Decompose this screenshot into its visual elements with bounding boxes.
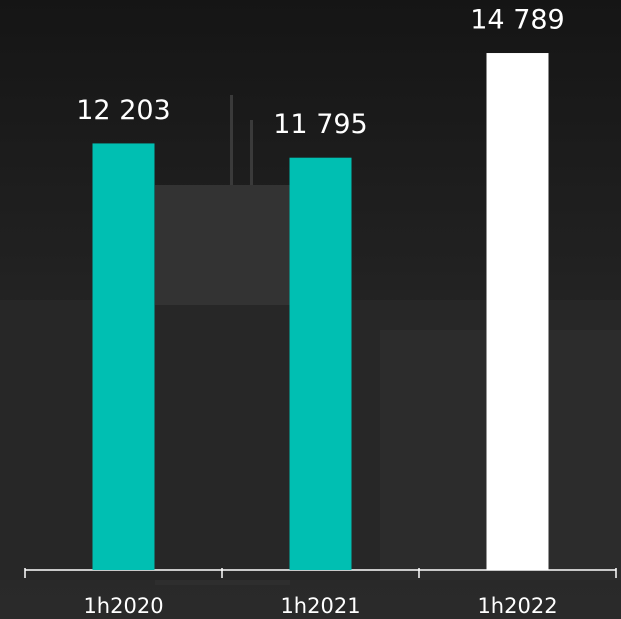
value-label: 11 795 — [273, 109, 367, 140]
chart: 1h2020 12 203 1h2021 11 795 1h2022 14 789 — [0, 0, 621, 619]
value-label: 12 203 — [76, 95, 170, 126]
x-tick-label: 1h2022 — [477, 594, 557, 618]
x-tick-label: 1h2020 — [83, 594, 163, 618]
bar — [93, 143, 155, 570]
bar — [487, 53, 549, 570]
bar — [290, 158, 352, 570]
value-label: 14 789 — [470, 5, 564, 36]
x-tick-label: 1h2021 — [280, 594, 360, 618]
